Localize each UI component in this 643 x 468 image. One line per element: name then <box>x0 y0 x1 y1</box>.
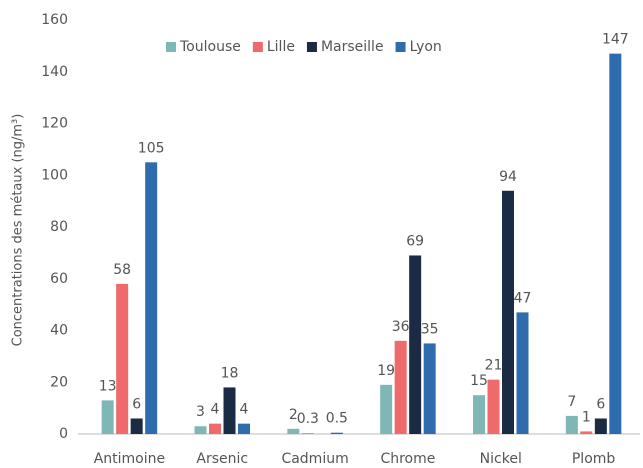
bar <box>101 400 114 434</box>
y-axis-title: Concentrations des métaux (ng/m³) <box>11 114 26 347</box>
x-tick-label: Nickel <box>480 451 522 467</box>
legend-swatch <box>306 42 317 52</box>
data-label: 4 <box>240 402 249 418</box>
y-tick-label: 160 <box>41 12 68 28</box>
legend-label: Lyon <box>410 39 442 55</box>
data-label: 19 <box>377 363 395 379</box>
legend-swatch <box>395 42 406 52</box>
data-label: 15 <box>470 373 488 389</box>
data-label: 1 <box>582 409 591 425</box>
bar <box>209 423 221 434</box>
data-label: 6 <box>132 396 141 412</box>
bar <box>130 418 143 434</box>
data-label: 58 <box>113 262 131 278</box>
x-tick-label: Arsenic <box>196 451 248 467</box>
bar <box>502 190 514 434</box>
x-tick-label: Plomb <box>572 451 616 467</box>
data-label: 147 <box>602 32 629 48</box>
x-tick-label: Chrome <box>380 451 435 467</box>
data-label: 105 <box>138 140 165 156</box>
bar <box>287 428 300 434</box>
x-tick-label: Cadmium <box>281 451 348 467</box>
data-label: 13 <box>99 378 117 394</box>
data-label: 36 <box>392 319 410 335</box>
bar <box>565 415 578 434</box>
bar <box>380 384 393 434</box>
data-label: 3 <box>196 404 205 420</box>
bar <box>487 379 500 434</box>
data-label: 4 <box>211 402 220 418</box>
legend-label: Lille <box>267 39 295 55</box>
data-label: 2 <box>289 407 298 423</box>
x-tick-label: Antimoine <box>94 451 165 467</box>
bar <box>116 283 129 434</box>
data-label: 47 <box>514 290 532 306</box>
data-label: 35 <box>421 321 439 337</box>
bar <box>223 387 236 434</box>
data-label: 18 <box>221 365 239 381</box>
legend-label: Marseille <box>321 39 384 55</box>
y-tick-label: 140 <box>41 64 68 80</box>
legend-label: Toulouse <box>179 39 241 55</box>
bar <box>594 418 607 434</box>
bar <box>423 343 436 434</box>
bar <box>330 432 343 434</box>
bar <box>473 395 485 434</box>
data-label: 94 <box>499 169 517 185</box>
data-label: 6 <box>596 396 605 412</box>
y-tick-label: 20 <box>50 374 68 390</box>
data-label: 21 <box>485 358 503 374</box>
bar <box>609 53 622 434</box>
y-tick-label: 80 <box>50 219 68 235</box>
y-tick-label: 40 <box>50 323 68 339</box>
data-label: 0.3 <box>297 411 319 427</box>
data-label: 69 <box>406 233 424 249</box>
bar <box>301 433 314 434</box>
bar <box>194 426 207 434</box>
y-tick-label: 0 <box>59 426 68 442</box>
bar <box>145 162 158 434</box>
bar <box>409 255 422 434</box>
data-label: 7 <box>567 394 576 410</box>
y-tick-label: 120 <box>41 116 68 132</box>
data-label: 0.5 <box>326 411 348 427</box>
bar <box>238 423 250 434</box>
y-tick-label: 100 <box>41 167 68 183</box>
y-tick-label: 60 <box>50 271 68 287</box>
bar <box>516 312 529 434</box>
legend-swatch <box>252 42 263 52</box>
bar <box>394 340 407 434</box>
legend-swatch <box>166 42 176 52</box>
bar <box>580 431 593 434</box>
